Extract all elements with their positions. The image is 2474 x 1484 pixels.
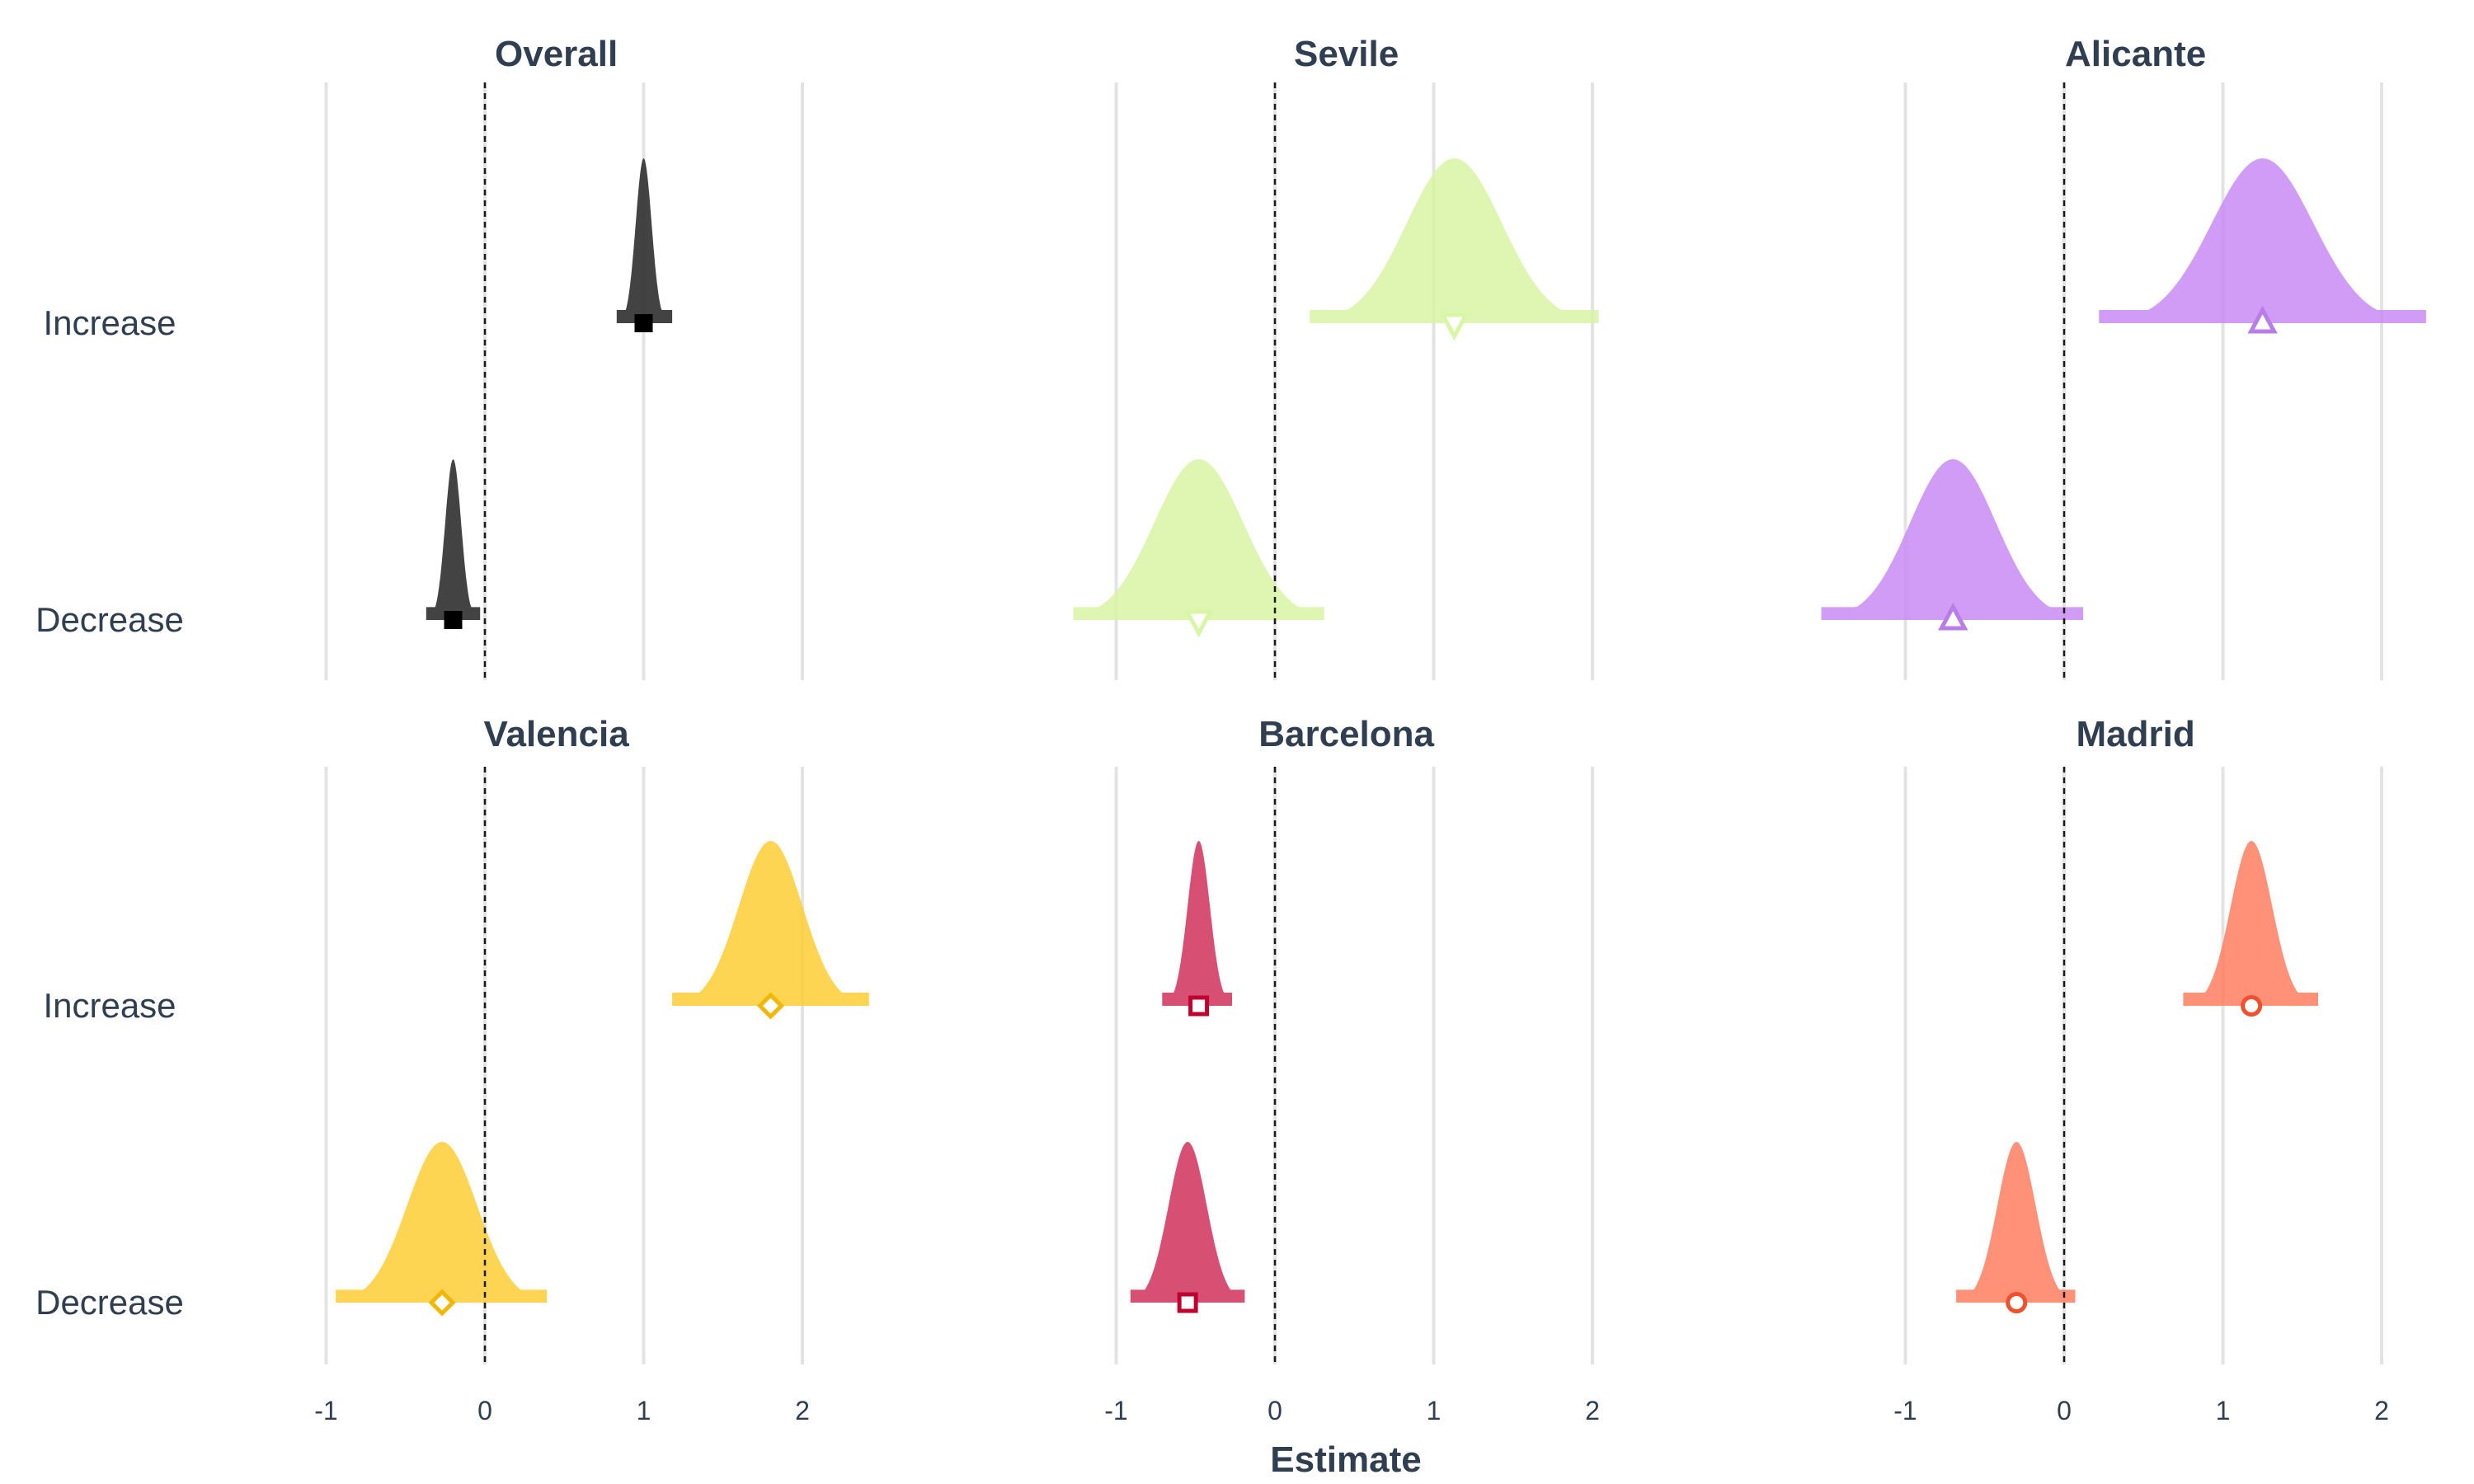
x-tick-label: 0: [2057, 1396, 2072, 1425]
x-tick-label: 1: [1427, 1396, 1442, 1425]
panel-valencia: Valencia Increase Decrease -1 0 1 2: [35, 714, 869, 1425]
ridge-increase: [1310, 158, 1599, 323]
x-tick-label: -1: [1104, 1396, 1127, 1425]
ridge-decrease: [1956, 1142, 2076, 1303]
ridge-increase: [616, 158, 673, 323]
x-tick-label: 2: [795, 1396, 810, 1425]
x-axis-label: Estimate: [1270, 1439, 1421, 1480]
x-tick-label: 1: [2216, 1396, 2231, 1425]
y-tick-label: Decrease: [35, 1283, 184, 1322]
marker-increase: [634, 314, 653, 332]
ridge-decrease: [336, 1142, 548, 1303]
ridge-increase: [1162, 841, 1232, 1006]
ridge-increase: [2183, 841, 2318, 1006]
panel-title: Alicante: [2065, 34, 2206, 74]
x-tick-label: 2: [1585, 1396, 1600, 1425]
ridge-increase: [672, 841, 869, 1006]
ridge-increase: [2099, 158, 2426, 323]
y-tick-label: Increase: [43, 986, 176, 1025]
x-tick-label: -1: [1893, 1396, 1917, 1425]
marker-decrease: [1938, 602, 1968, 631]
x-tick-label: 0: [477, 1396, 492, 1425]
ridge-decrease: [1821, 459, 2084, 620]
x-tick-label: 1: [637, 1396, 651, 1425]
panel-title: Barcelona: [1258, 714, 1434, 754]
marker-increase: [1439, 312, 1470, 341]
facet-panels: Overall Increase Decrease Sevile Alicante Val…: [35, 34, 2426, 1425]
marker-decrease: [428, 1289, 456, 1317]
panel-title: Sevile: [1294, 34, 1399, 74]
x-tick-label: -1: [314, 1396, 337, 1425]
panel-overall: Overall Increase Decrease: [35, 34, 804, 680]
panel-title: Overall: [495, 34, 618, 74]
marker-decrease: [2006, 1292, 2028, 1313]
panel-sevile: Sevile: [1073, 34, 1599, 680]
panel-barcelona: Barcelona -1 0 1 2: [1104, 714, 1600, 1425]
marker-decrease: [1177, 1292, 1198, 1313]
x-tick-label: 0: [1268, 1396, 1282, 1425]
y-tick-label: Decrease: [35, 600, 184, 639]
marker-increase: [2241, 995, 2263, 1017]
marker-increase: [756, 992, 785, 1020]
x-tick-label: 2: [2374, 1396, 2389, 1425]
marker-decrease: [1183, 609, 1214, 638]
ridge-decrease: [1130, 1142, 1245, 1303]
ridge-decrease: [1073, 459, 1324, 620]
panel-title: Madrid: [2077, 714, 2195, 754]
marker-increase: [2247, 305, 2278, 334]
panel-title: Valencia: [484, 714, 630, 754]
marker-decrease: [444, 611, 463, 629]
marker-increase: [1188, 995, 1210, 1017]
panel-madrid: Madrid -1 0 1 2: [1893, 714, 2389, 1425]
ridge-decrease: [426, 459, 481, 620]
panel-alicante: Alicante: [1821, 34, 2426, 680]
y-tick-label: Increase: [43, 303, 176, 342]
